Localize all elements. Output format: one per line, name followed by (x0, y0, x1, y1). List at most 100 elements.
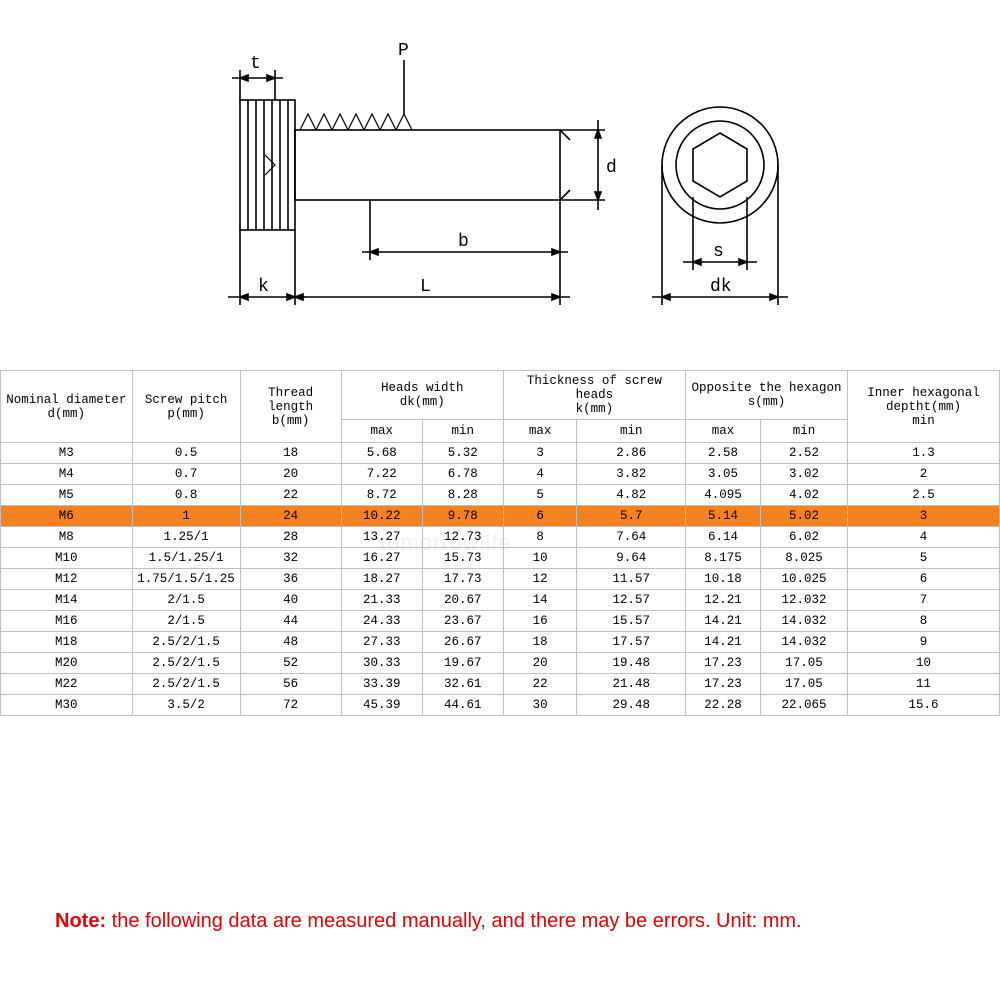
table-cell: 30 (503, 695, 577, 716)
table-cell: M30 (1, 695, 133, 716)
col-subheader: max (686, 420, 761, 443)
table-cell: 16 (503, 611, 577, 632)
dim-dk: dk (710, 277, 732, 297)
col-header: Heads widthdk(mm) (341, 371, 503, 420)
table-cell: 22 (240, 485, 341, 506)
table-cell: 3.5/2 (132, 695, 240, 716)
col-header: Thread lengthb(mm) (240, 371, 341, 443)
table-cell: 20 (240, 464, 341, 485)
table-cell: 5.7 (577, 506, 686, 527)
table-cell: 32 (240, 548, 341, 569)
table-cell: 12 (503, 569, 577, 590)
table-cell: 44.61 (422, 695, 503, 716)
table-cell: 11 (848, 674, 1000, 695)
table-cell: 32.61 (422, 674, 503, 695)
screw-diagram: t P d b k L s dk (0, 0, 1000, 350)
table-cell: 1 (132, 506, 240, 527)
table-cell: 15.57 (577, 611, 686, 632)
table-cell: 7 (848, 590, 1000, 611)
table-cell: 9 (848, 632, 1000, 653)
table-cell: 17.23 (686, 674, 761, 695)
table-cell: 20.67 (422, 590, 503, 611)
table-cell: 19.48 (577, 653, 686, 674)
table-row: M222.5/2/1.55633.3932.612221.4817.2317.0… (1, 674, 1000, 695)
table-cell: 14.032 (760, 632, 847, 653)
col-subheader: min (422, 420, 503, 443)
note-line: Note: the following data are measured ma… (55, 910, 955, 933)
table-cell: 3.82 (577, 464, 686, 485)
table-row: M30.5185.685.3232.862.582.521.3 (1, 443, 1000, 464)
table-cell: 7.22 (341, 464, 422, 485)
table-row: M162/1.54424.3323.671615.5714.2114.0328 (1, 611, 1000, 632)
table-cell: M5 (1, 485, 133, 506)
table-cell: 6 (503, 506, 577, 527)
table-cell: 6.78 (422, 464, 503, 485)
table-row: M303.5/27245.3944.613029.4822.2822.06515… (1, 695, 1000, 716)
col-header: Opposite the hexagons(mm) (686, 371, 848, 420)
table-cell: 14.21 (686, 611, 761, 632)
table-cell: 4.095 (686, 485, 761, 506)
dim-b: b (458, 232, 469, 252)
table-cell: 30.33 (341, 653, 422, 674)
table-cell: 22.28 (686, 695, 761, 716)
table-cell: 4 (503, 464, 577, 485)
table-cell: 6.02 (760, 527, 847, 548)
table-cell: 17.05 (760, 674, 847, 695)
table-cell: 3 (848, 506, 1000, 527)
table-cell: 45.39 (341, 695, 422, 716)
table-cell: 2.5/2/1.5 (132, 653, 240, 674)
table-cell: 17.73 (422, 569, 503, 590)
dim-t: t (250, 54, 261, 74)
table-cell: 3 (503, 443, 577, 464)
table-cell: 2.5 (848, 485, 1000, 506)
table-cell: 33.39 (341, 674, 422, 695)
table-cell: M14 (1, 590, 133, 611)
table-cell: 4.02 (760, 485, 847, 506)
table-cell: 19.67 (422, 653, 503, 674)
table-cell: 2/1.5 (132, 590, 240, 611)
table-cell: 8.72 (341, 485, 422, 506)
table-cell: 10 (503, 548, 577, 569)
table-cell: 4 (848, 527, 1000, 548)
table-cell: 24.33 (341, 611, 422, 632)
table-cell: 17.05 (760, 653, 847, 674)
table-cell: 2/1.5 (132, 611, 240, 632)
table-cell: M12 (1, 569, 133, 590)
table-cell: 10.025 (760, 569, 847, 590)
table-cell: 15.6 (848, 695, 1000, 716)
table-cell: 11.57 (577, 569, 686, 590)
table-cell: 2.5/2/1.5 (132, 674, 240, 695)
table-cell: 1.3 (848, 443, 1000, 464)
table-row: M612410.229.7865.75.145.023 (1, 506, 1000, 527)
note-text: the following data are measured manually… (106, 910, 802, 932)
table-cell: 1.75/1.5/1.25 (132, 569, 240, 590)
table-cell: 1.5/1.25/1 (132, 548, 240, 569)
dim-s: s (713, 242, 724, 262)
table-cell: 72 (240, 695, 341, 716)
col-header: Nominal diameterd(mm) (1, 371, 133, 443)
table-cell: 22 (503, 674, 577, 695)
table-cell: M16 (1, 611, 133, 632)
table-cell: 5 (503, 485, 577, 506)
table-cell: M22 (1, 674, 133, 695)
table-cell: 6.14 (686, 527, 761, 548)
table-cell: 8.175 (686, 548, 761, 569)
table-cell: 9.64 (577, 548, 686, 569)
table-row: M40.7207.226.7843.823.053.022 (1, 464, 1000, 485)
table-cell: 5.32 (422, 443, 503, 464)
col-header: Thickness of screw headsk(mm) (503, 371, 685, 420)
table-cell: 28 (240, 527, 341, 548)
table-cell: 0.8 (132, 485, 240, 506)
table-cell: 5.02 (760, 506, 847, 527)
table-row: M202.5/2/1.55230.3319.672019.4817.2317.0… (1, 653, 1000, 674)
table-cell: 17.57 (577, 632, 686, 653)
table-row: M142/1.54021.3320.671412.5712.2112.0327 (1, 590, 1000, 611)
table-cell: 2.58 (686, 443, 761, 464)
table-cell: 20 (503, 653, 577, 674)
table-cell: 17.23 (686, 653, 761, 674)
table-cell: 8.28 (422, 485, 503, 506)
table-cell: 8 (848, 611, 1000, 632)
col-header: Screw pitchp(mm) (132, 371, 240, 443)
table-cell: M10 (1, 548, 133, 569)
table-cell: 12.21 (686, 590, 761, 611)
